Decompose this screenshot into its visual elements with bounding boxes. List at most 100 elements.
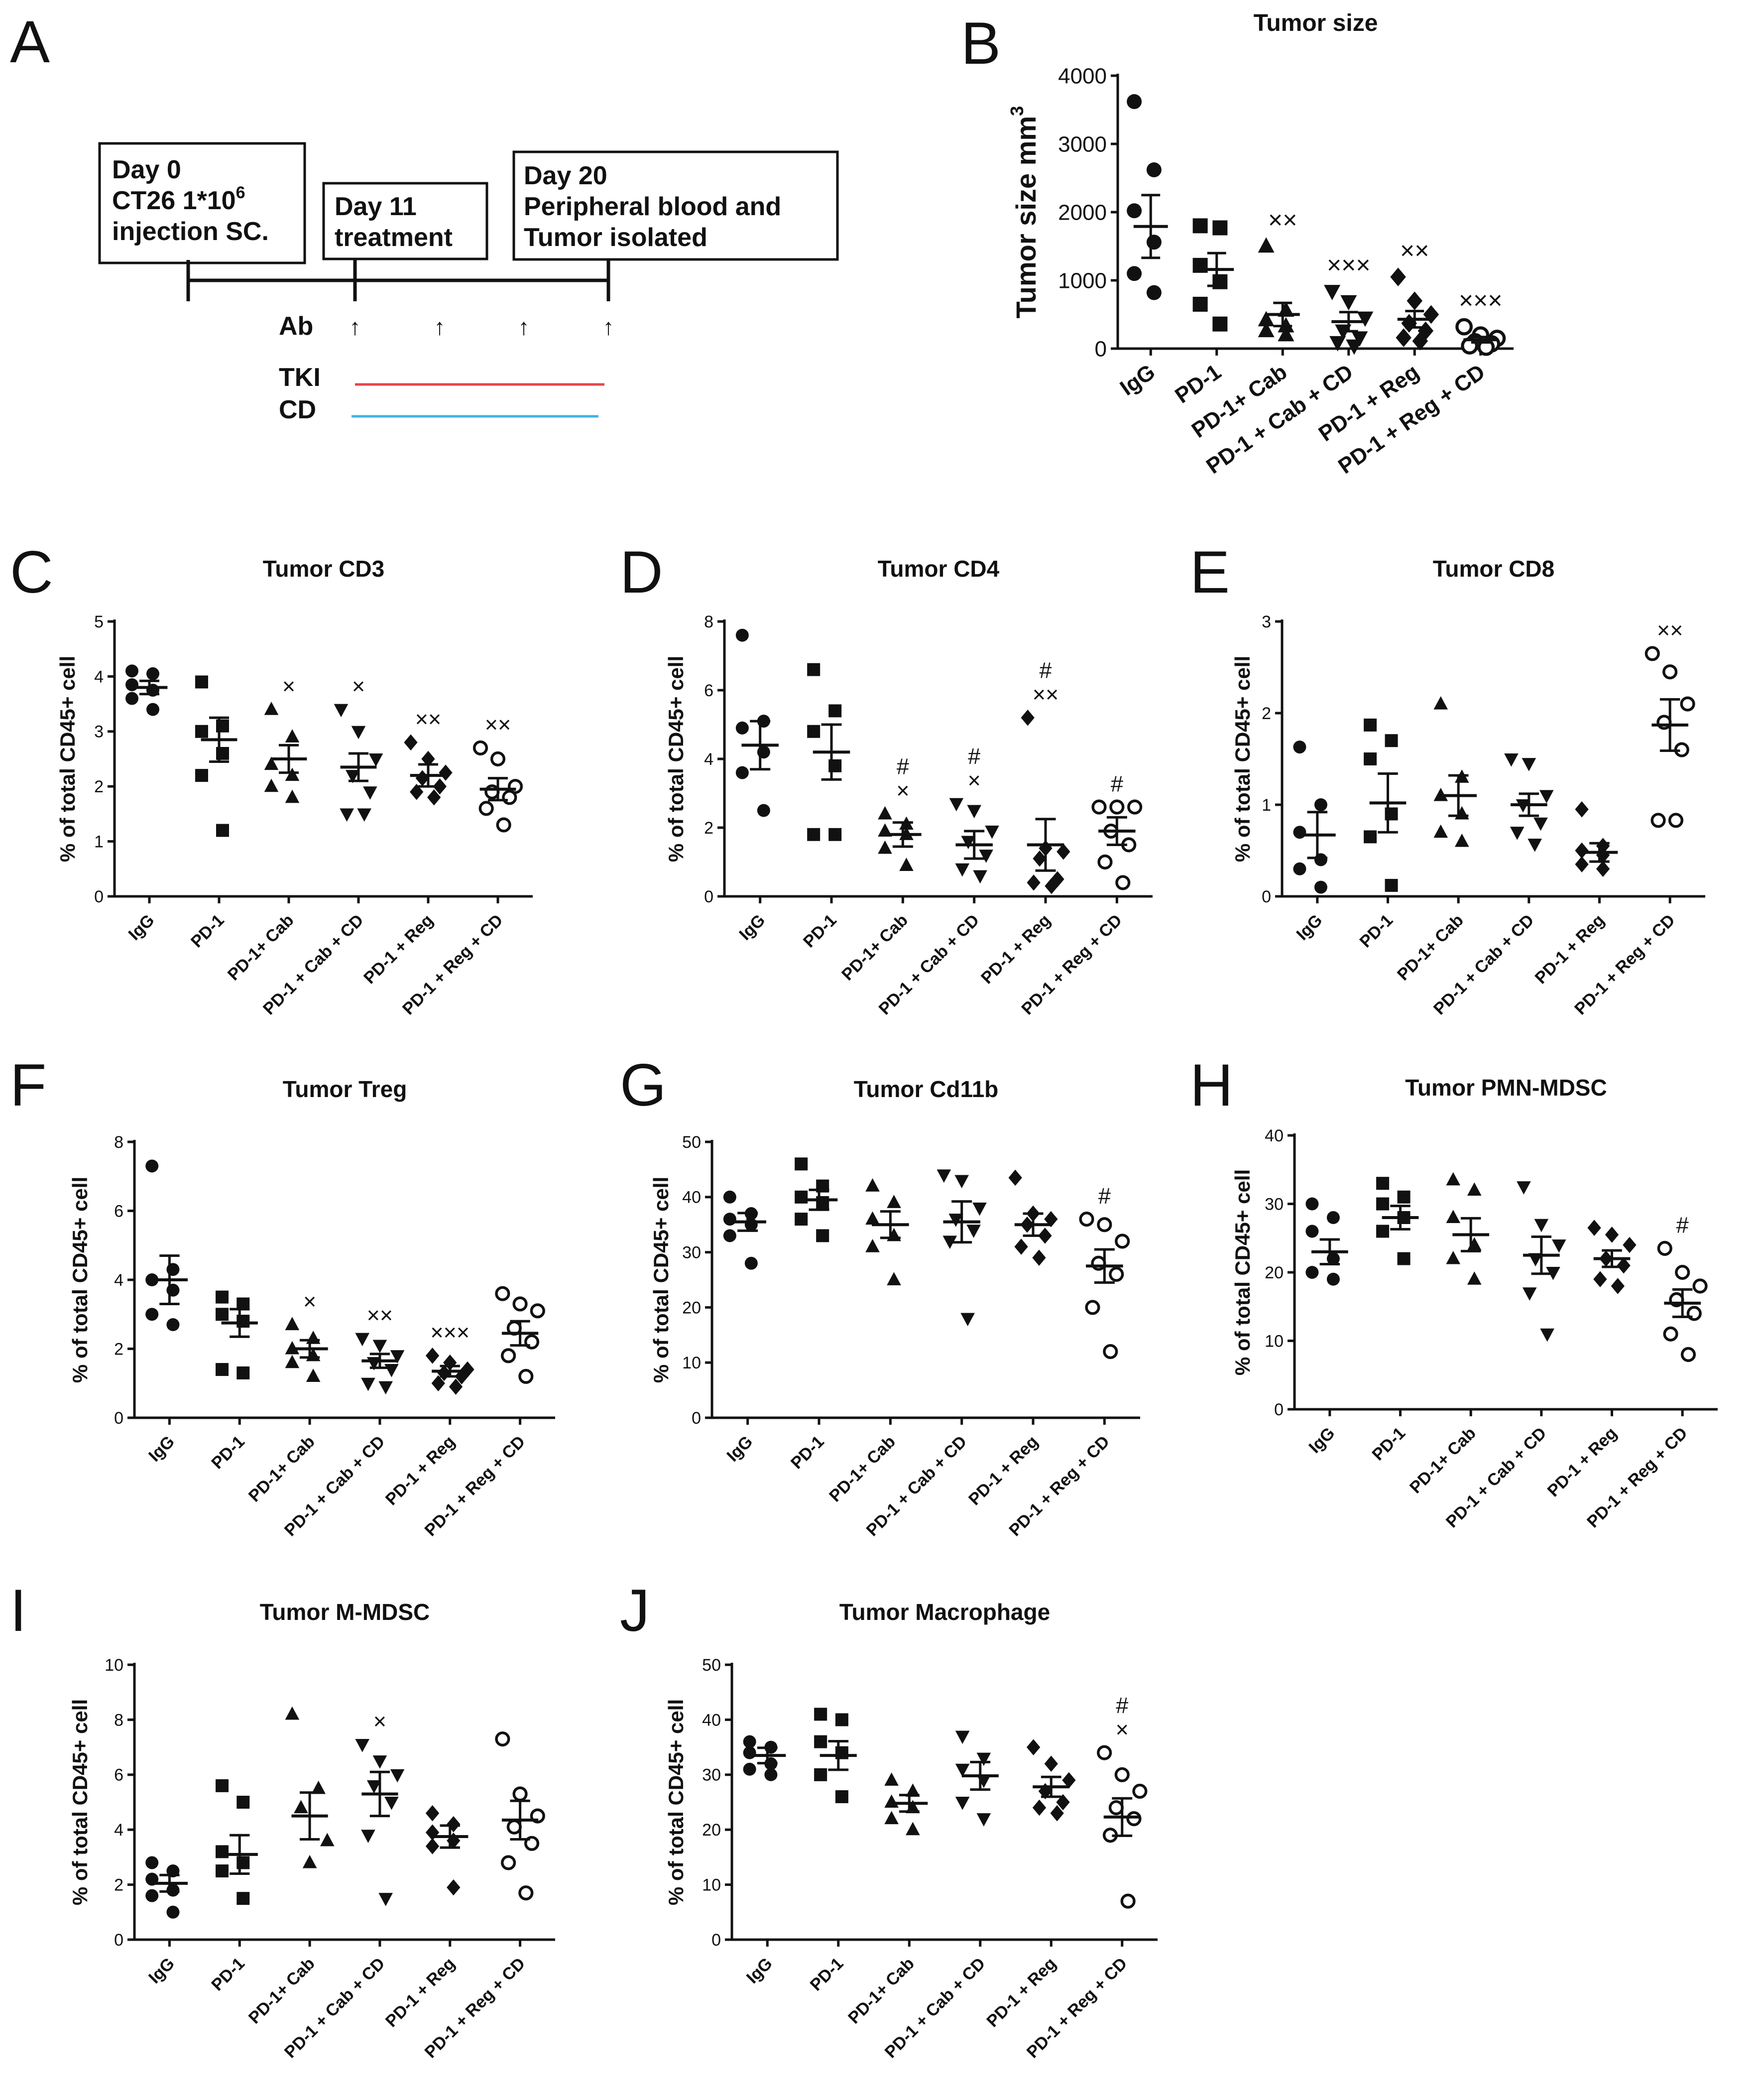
data-point	[1364, 830, 1377, 844]
y-axis-label: % of total CD45+ cell	[56, 656, 79, 862]
data-point	[530, 1303, 545, 1319]
data-point	[1433, 696, 1448, 710]
y-axis-label-text: % of total CD45+ cell	[1231, 1169, 1254, 1375]
y-tick-label: 2	[1262, 704, 1271, 723]
data-point	[1385, 878, 1398, 892]
data-point	[985, 825, 999, 839]
y-tick-label: 50	[682, 1133, 701, 1152]
data-point	[1109, 799, 1125, 815]
data-point	[1038, 1228, 1052, 1244]
data-point	[887, 1272, 901, 1286]
data-point	[1376, 1177, 1390, 1190]
data-point	[743, 1735, 756, 1748]
y-tick-label: 6	[114, 1766, 123, 1785]
y-tick-label: 10	[1265, 1332, 1284, 1351]
data-point	[1396, 328, 1411, 347]
significance-annotation: ×	[303, 1289, 316, 1314]
data-point	[1455, 318, 1473, 336]
significance-annotation: ××	[485, 712, 511, 738]
cd-label: CD	[279, 395, 316, 424]
day0-line3: injection SC.	[112, 217, 269, 246]
significance-annotation: ×××	[430, 1320, 470, 1345]
data-point	[1326, 1272, 1340, 1286]
y-tick-label: 0	[711, 1931, 721, 1950]
significance-annotation: ×	[896, 778, 909, 803]
y-tick-label: 0	[1262, 887, 1271, 906]
y-tick-label: 8	[704, 613, 713, 631]
data-point	[1329, 336, 1346, 352]
data-point	[764, 1768, 778, 1781]
data-point	[1504, 753, 1519, 767]
data-point	[1115, 875, 1131, 890]
data-point	[512, 1786, 528, 1802]
data-point	[1397, 1252, 1410, 1265]
data-point	[311, 1780, 326, 1794]
data-point	[954, 1175, 969, 1189]
chart-title: Tumor CD3	[263, 556, 385, 582]
data-point	[431, 1375, 445, 1391]
ab-dose-arrow-3: ↑	[518, 314, 530, 340]
y-axis-label: % of total CD45+ cell	[68, 1699, 92, 1905]
panel-a-letter: A	[10, 8, 50, 75]
data-point	[1293, 826, 1306, 839]
data-point	[1132, 1783, 1148, 1799]
data-point	[361, 1377, 375, 1391]
data-point	[264, 778, 279, 792]
panel-letter-g: G	[620, 1052, 666, 1118]
data-point	[955, 1763, 970, 1777]
data-point	[145, 1159, 159, 1173]
y-tick-label: 0	[114, 1409, 123, 1428]
y-tick-label: 0	[1095, 337, 1107, 361]
data-point	[1467, 1182, 1482, 1196]
y-tick-label: 30	[1265, 1195, 1284, 1214]
y-axis-label-superscript: 3	[1007, 106, 1027, 116]
day20-box	[512, 150, 839, 261]
panel-letter-d: D	[620, 539, 663, 606]
data-point	[125, 664, 138, 678]
data-point	[1593, 1271, 1607, 1287]
y-tick-label: 1000	[1058, 268, 1107, 293]
data-point	[285, 1355, 300, 1368]
data-point	[1522, 758, 1536, 771]
y-tick-label: 40	[682, 1188, 701, 1207]
data-point	[1258, 237, 1275, 253]
data-point	[518, 1885, 534, 1901]
y-axis-label-text: % of total CD45+ cell	[68, 1177, 92, 1383]
significance-annotation: ××	[1268, 206, 1297, 234]
panel-a-timeline: A Day 0 CT26 1*106 injection SC. Day 11 …	[10, 8, 839, 424]
significance-annotation: #	[1039, 657, 1052, 683]
data-point	[1258, 322, 1275, 338]
data-point	[1062, 1772, 1076, 1789]
significance-annotation: ×	[282, 673, 295, 699]
y-tick-label: 4	[114, 1821, 123, 1840]
data-point	[216, 1845, 229, 1858]
data-point	[1091, 799, 1107, 815]
data-point	[355, 1739, 370, 1752]
day0-line2: CT26 1*106	[112, 183, 245, 215]
y-tick-label: 0	[114, 1931, 123, 1950]
tki-label: TKI	[279, 363, 321, 392]
data-point	[1617, 1257, 1631, 1274]
data-point	[1109, 1266, 1124, 1282]
y-axis-label: % of total CD45+ cell	[1231, 1169, 1254, 1375]
data-point	[1008, 1169, 1022, 1186]
ab-dose-arrow-4: ↑	[603, 314, 614, 340]
data-point	[195, 675, 208, 689]
significance-annotation: ×	[373, 1709, 386, 1734]
data-point	[1079, 1212, 1094, 1227]
data-point	[361, 1830, 375, 1843]
data-point	[835, 1790, 848, 1803]
data-point	[884, 1772, 899, 1786]
y-tick-label: 6	[704, 681, 713, 700]
data-point	[285, 767, 300, 781]
data-point	[1433, 824, 1448, 838]
data-point	[976, 1813, 991, 1827]
y-tick-label: 2	[114, 1876, 123, 1895]
data-point	[1351, 331, 1368, 347]
data-point	[1357, 311, 1374, 327]
significance-annotation: ×	[968, 768, 981, 793]
data-point	[306, 1368, 321, 1382]
data-point	[427, 789, 441, 806]
data-point	[145, 1889, 159, 1902]
data-point	[1324, 285, 1341, 300]
